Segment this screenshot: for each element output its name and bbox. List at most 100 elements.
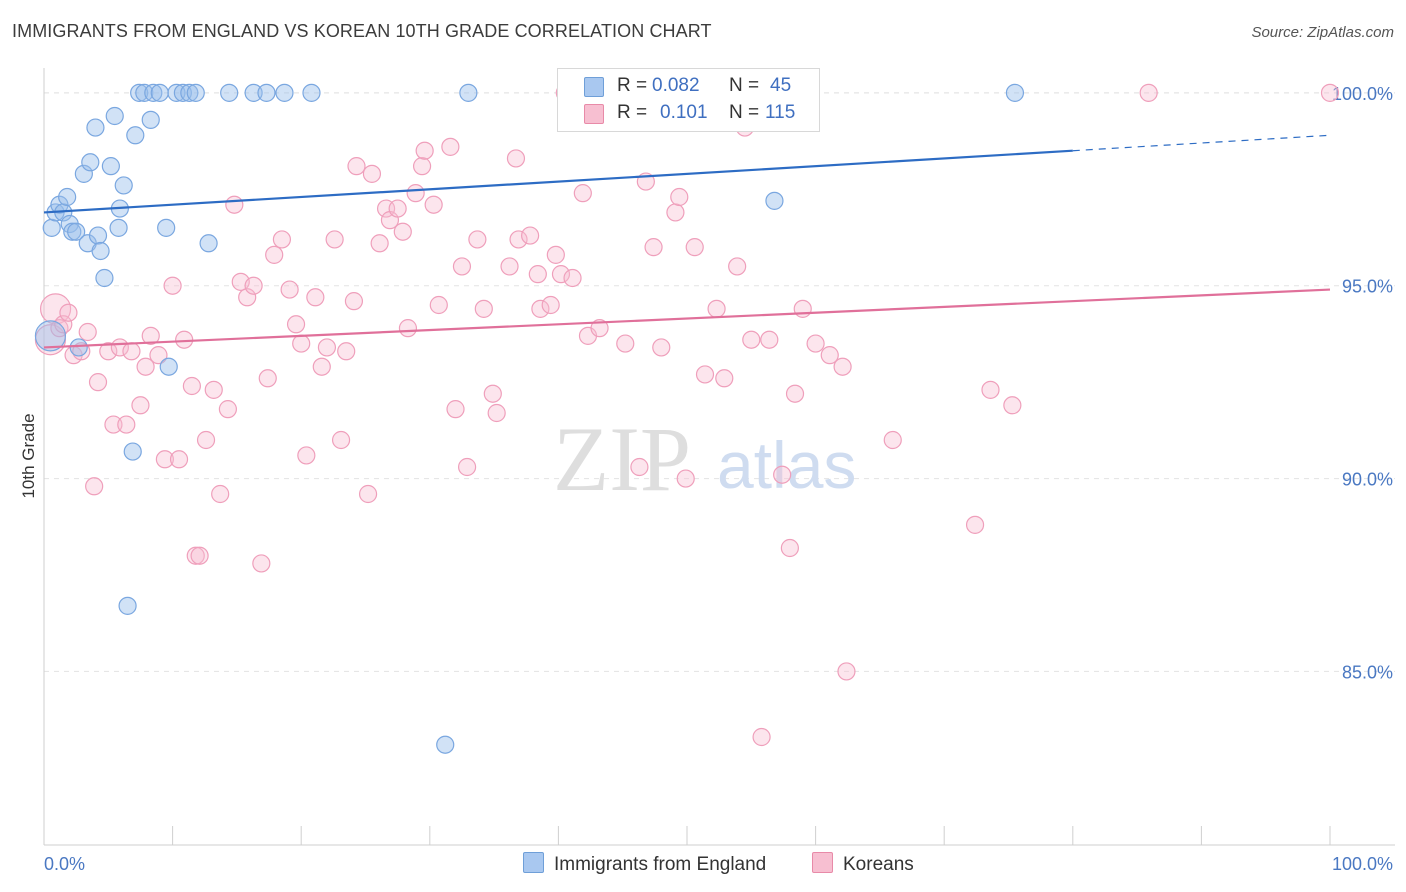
data-point — [69, 338, 88, 357]
data-point — [99, 342, 118, 361]
data-point — [652, 338, 671, 357]
data-point — [34, 320, 67, 352]
data-point — [272, 230, 292, 249]
data-point — [182, 376, 201, 396]
trend-line-england — [43, 149, 1073, 214]
y-tick-label: 95.0% — [1342, 277, 1393, 297]
data-point — [42, 218, 61, 237]
n-value: 115 — [765, 102, 796, 123]
data-point — [487, 403, 506, 423]
data-point — [1003, 396, 1022, 415]
data-point — [837, 662, 856, 681]
data-point — [81, 153, 100, 172]
data-point — [483, 384, 502, 403]
data-point — [347, 157, 366, 176]
data-point — [118, 596, 137, 615]
data-point — [415, 141, 434, 160]
data-point — [302, 83, 321, 102]
y-tick-label: 100.0% — [1332, 84, 1393, 104]
data-point — [573, 184, 592, 203]
x-tick-label: 0.0% — [44, 854, 85, 874]
data-point — [88, 373, 108, 392]
data-point — [144, 83, 163, 102]
data-point — [780, 538, 799, 558]
y-tick-label: 85.0% — [1342, 662, 1393, 682]
data-point — [344, 292, 364, 311]
data-point — [521, 226, 540, 245]
data-point — [63, 222, 82, 241]
data-point — [252, 554, 271, 573]
source-credit: Source: ZipAtlas.com — [1251, 24, 1394, 41]
data-point — [149, 346, 168, 365]
n-label: N = — [729, 75, 760, 96]
data-point — [159, 357, 178, 376]
series-koreans — [34, 83, 1340, 747]
data-point — [676, 469, 695, 488]
data-point — [398, 319, 418, 338]
watermark-zip: ZIP — [553, 408, 691, 510]
data-point — [141, 110, 160, 129]
watermark-atlas: atlas — [717, 428, 856, 502]
data-point — [312, 357, 331, 376]
data-point — [196, 430, 216, 450]
data-point — [218, 400, 237, 419]
data-point — [793, 299, 812, 318]
n-value: 45 — [770, 75, 792, 96]
data-point — [58, 187, 77, 207]
legend-item-england[interactable]: Immigrants from England — [523, 852, 766, 876]
data-point — [742, 330, 761, 349]
data-point — [785, 384, 805, 403]
data-point — [436, 735, 455, 754]
data-point — [292, 334, 311, 353]
r-label: R = — [617, 75, 648, 96]
data-point — [362, 164, 382, 183]
data-point — [446, 400, 465, 419]
legend-item-koreans[interactable]: Koreans — [812, 852, 914, 876]
axes — [43, 68, 1395, 846]
data-point — [91, 241, 110, 261]
data-point — [104, 415, 123, 434]
data-point — [169, 450, 189, 469]
data-point — [670, 187, 689, 207]
data-point — [244, 276, 263, 295]
data-point — [452, 257, 472, 276]
data-point — [644, 238, 663, 257]
data-point — [78, 322, 97, 342]
data-point — [257, 83, 276, 102]
data-point — [225, 195, 244, 214]
data-point — [325, 230, 344, 249]
data-point — [685, 238, 704, 257]
data-point — [981, 380, 1000, 399]
data-point — [238, 288, 257, 307]
data-point — [186, 546, 205, 565]
trend-line-koreans — [43, 288, 1331, 349]
data-point — [459, 83, 478, 102]
data-point — [528, 265, 547, 284]
data-point — [546, 245, 565, 264]
data-point — [806, 334, 825, 353]
data-point — [86, 118, 105, 137]
data-point — [707, 299, 726, 318]
data-point — [883, 430, 902, 450]
data-point — [74, 164, 93, 183]
data-point — [85, 477, 104, 496]
data-point — [358, 484, 378, 504]
data-point — [258, 369, 277, 388]
data-point — [167, 83, 186, 102]
data-point — [630, 457, 649, 477]
data-point — [173, 83, 192, 102]
data-point — [965, 515, 985, 534]
data-point — [157, 218, 176, 237]
data-point — [136, 357, 155, 376]
data-point — [773, 465, 792, 484]
legend-label: Koreans — [843, 854, 914, 875]
data-point — [105, 106, 124, 126]
data-point — [833, 357, 852, 376]
data-point — [509, 230, 528, 249]
data-point — [59, 303, 78, 322]
data-point — [155, 450, 174, 469]
data-point — [123, 442, 142, 461]
data-point — [820, 346, 839, 365]
data-point — [317, 338, 337, 357]
